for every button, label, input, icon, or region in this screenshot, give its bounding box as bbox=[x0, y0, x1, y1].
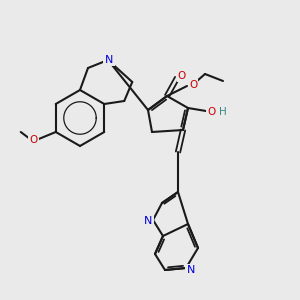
Text: O: O bbox=[189, 80, 197, 90]
Text: N: N bbox=[105, 55, 113, 65]
Text: H: H bbox=[219, 107, 227, 117]
Text: O: O bbox=[30, 135, 38, 145]
Text: N: N bbox=[187, 265, 195, 275]
Text: O: O bbox=[178, 71, 186, 81]
Text: O: O bbox=[207, 107, 215, 117]
Text: N: N bbox=[144, 216, 152, 226]
